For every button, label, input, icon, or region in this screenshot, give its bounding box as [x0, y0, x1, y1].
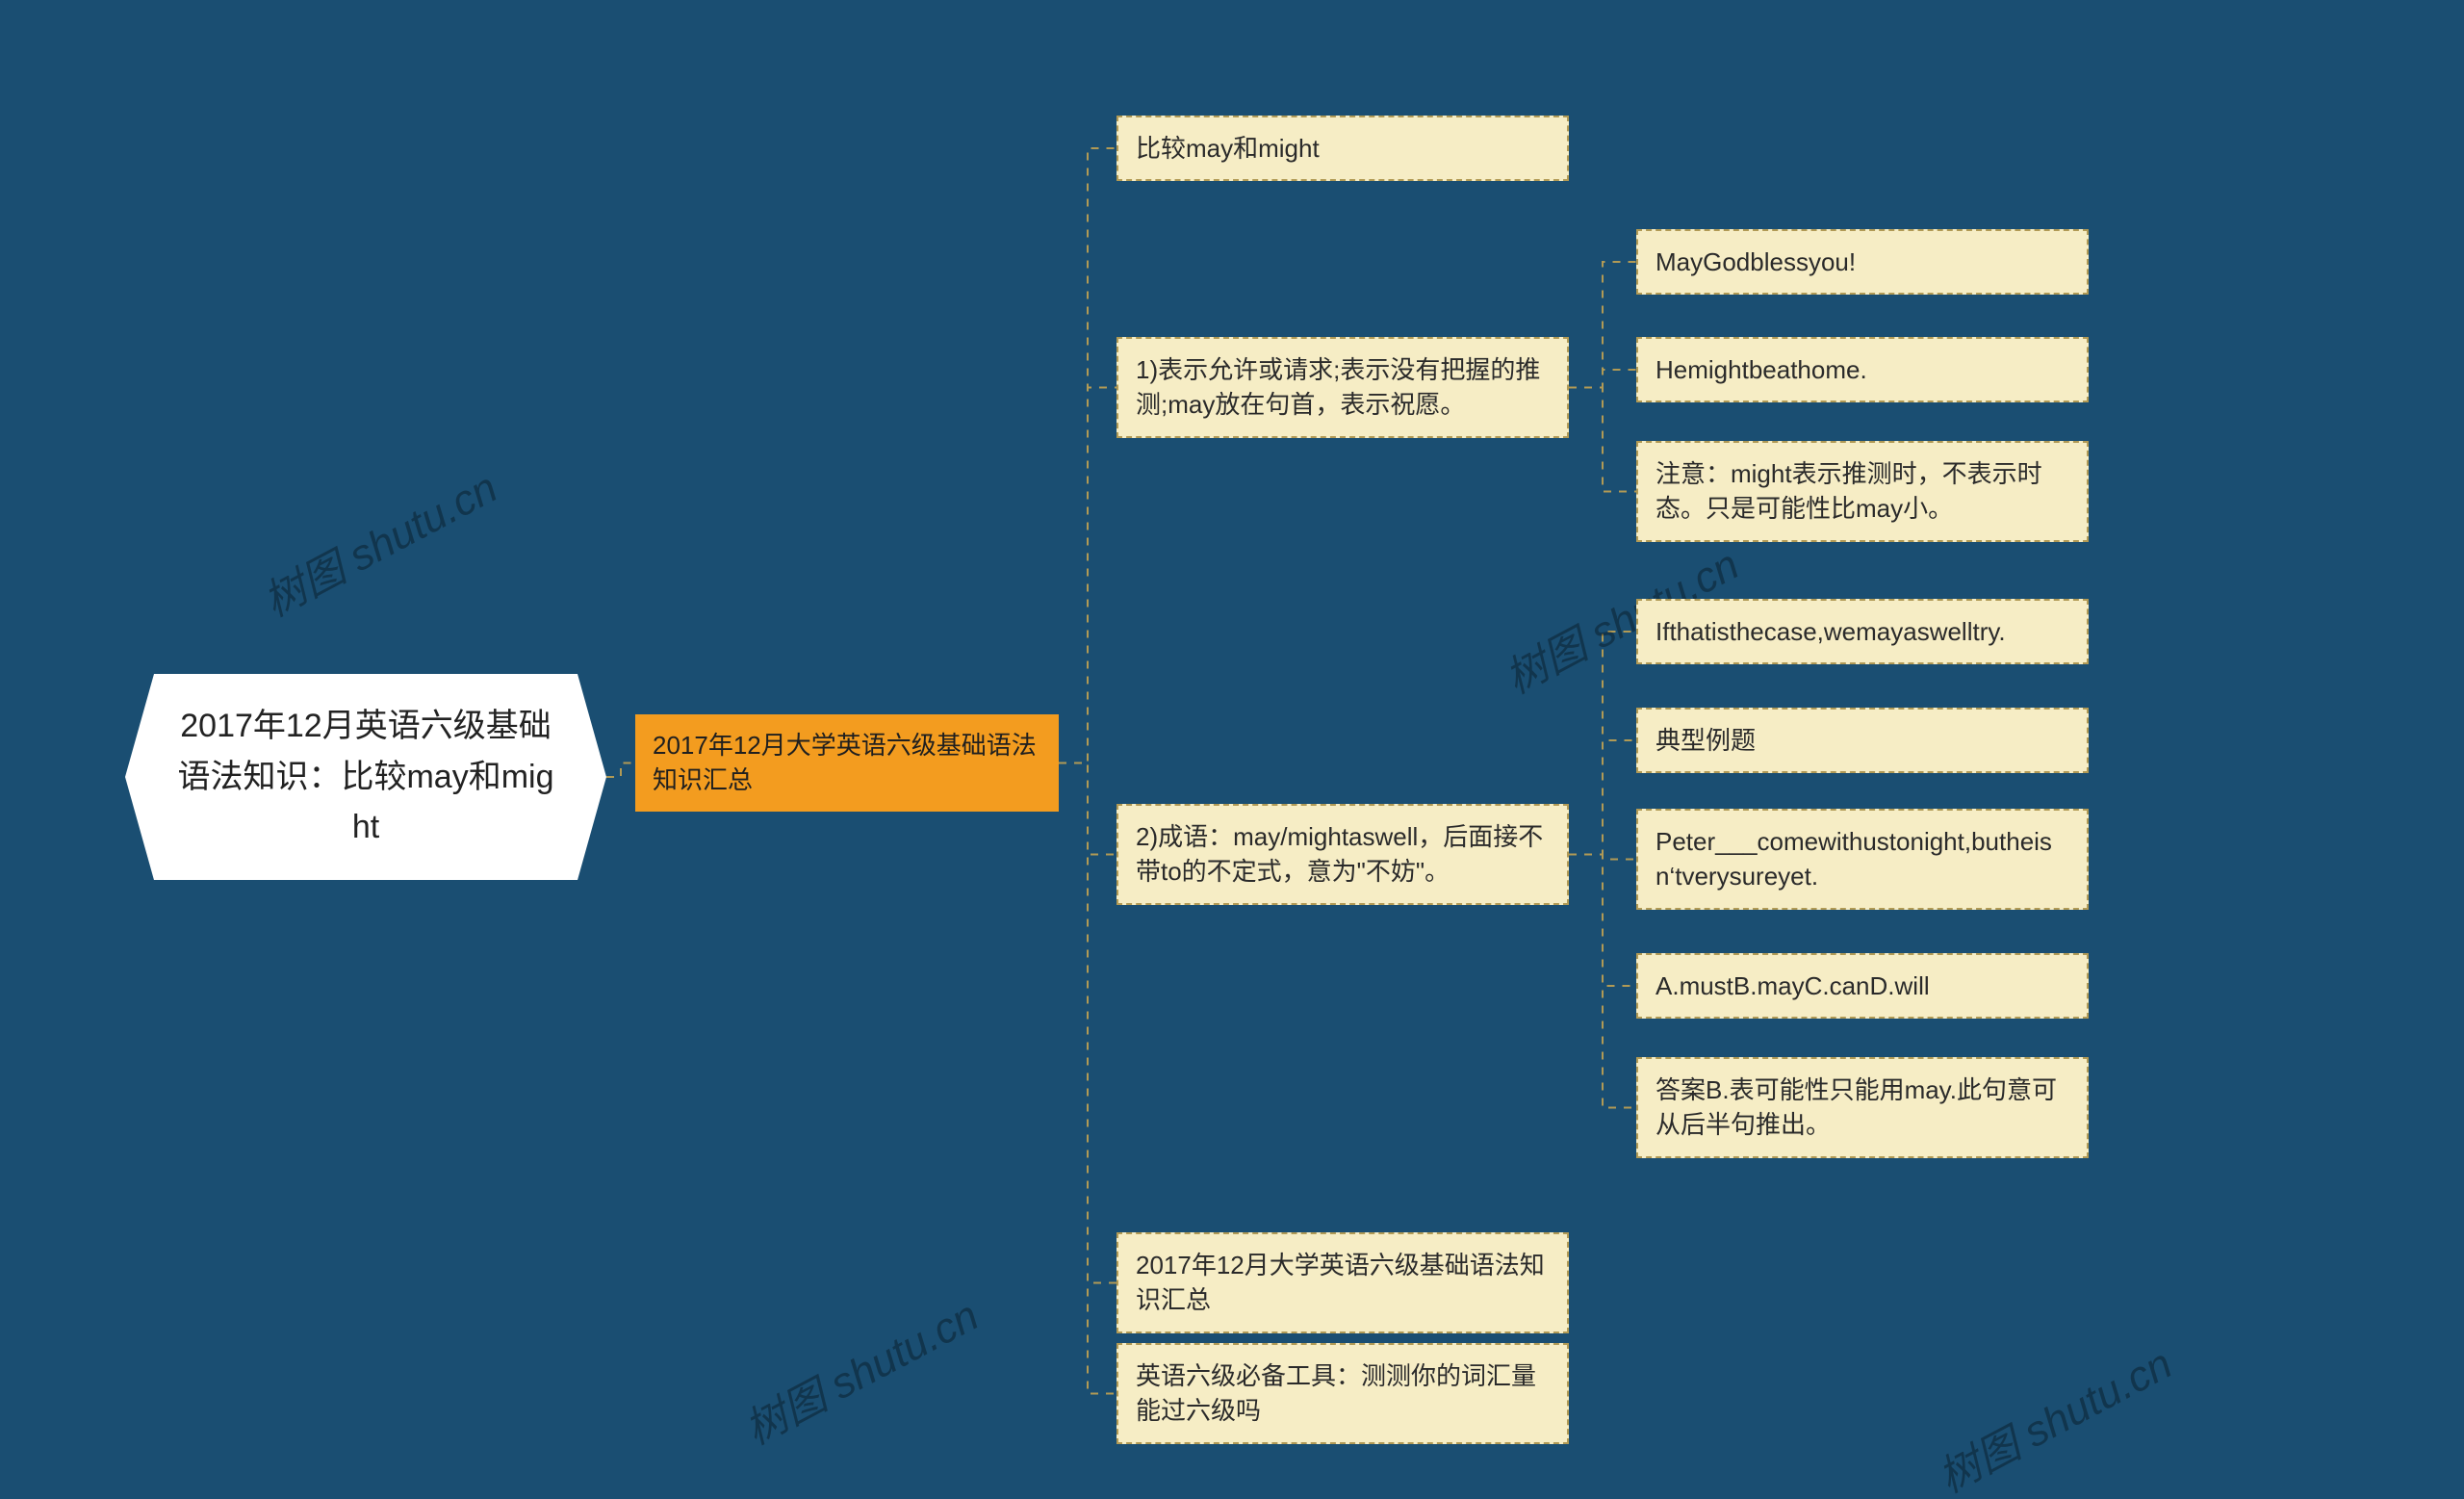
- leaf-compare-may-might[interactable]: 比较may和might: [1116, 116, 1569, 181]
- leaf-peter-question[interactable]: Peter___comewithustonight,butheisn‘tvery…: [1636, 809, 2089, 910]
- leaf-he-might-be[interactable]: Hemightbeathome.: [1636, 337, 2089, 402]
- leaf-if-that-case[interactable]: Ifthatisthecase,wemayaswelltry.: [1636, 599, 2089, 664]
- root-node[interactable]: 2017年12月英语六级基础语法知识：比较may和might: [125, 674, 606, 880]
- leaf-example-heading[interactable]: 典型例题: [1636, 708, 2089, 773]
- leaf-vocab-tool[interactable]: 英语六级必备工具：测测你的词汇量能过六级吗: [1116, 1343, 1569, 1444]
- leaf-usage-1[interactable]: 1)表示允许或请求;表示没有把握的推测;may放在句首，表示祝愿。: [1116, 337, 1569, 438]
- leaf-answer[interactable]: 答案B.表可能性只能用may.此句意可从后半句推出。: [1636, 1057, 2089, 1158]
- level1-node[interactable]: 2017年12月大学英语六级基础语法知识汇总: [635, 714, 1059, 812]
- leaf-usage-2[interactable]: 2)成语：may/mightaswell，后面接不带to的不定式，意为"不妨"。: [1116, 804, 1569, 905]
- leaf-note-might[interactable]: 注意：might表示推测时，不表示时态。只是可能性比may小。: [1636, 441, 2089, 542]
- leaf-options[interactable]: A.mustB.mayC.canD.will: [1636, 953, 2089, 1019]
- leaf-summary-link[interactable]: 2017年12月大学英语六级基础语法知识汇总: [1116, 1232, 1569, 1333]
- leaf-may-god-bless[interactable]: MayGodblessyou!: [1636, 229, 2089, 295]
